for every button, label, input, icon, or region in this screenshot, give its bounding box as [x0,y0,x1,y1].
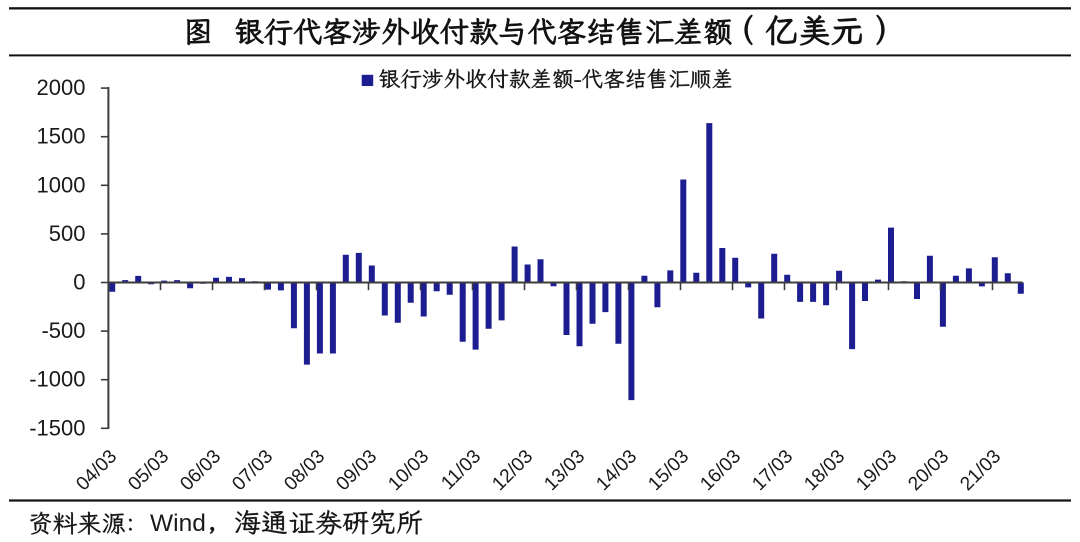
svg-text:-1000: -1000 [29,367,85,392]
svg-text:1500: 1500 [37,124,86,149]
svg-text:Wind: Wind [150,510,206,537]
svg-text:-500: -500 [41,318,85,343]
svg-text:2000: 2000 [37,75,86,100]
svg-text:-1500: -1500 [29,415,85,440]
svg-text:0: 0 [73,270,85,295]
svg-text:500: 500 [49,221,86,246]
svg-text:1000: 1000 [37,172,86,197]
